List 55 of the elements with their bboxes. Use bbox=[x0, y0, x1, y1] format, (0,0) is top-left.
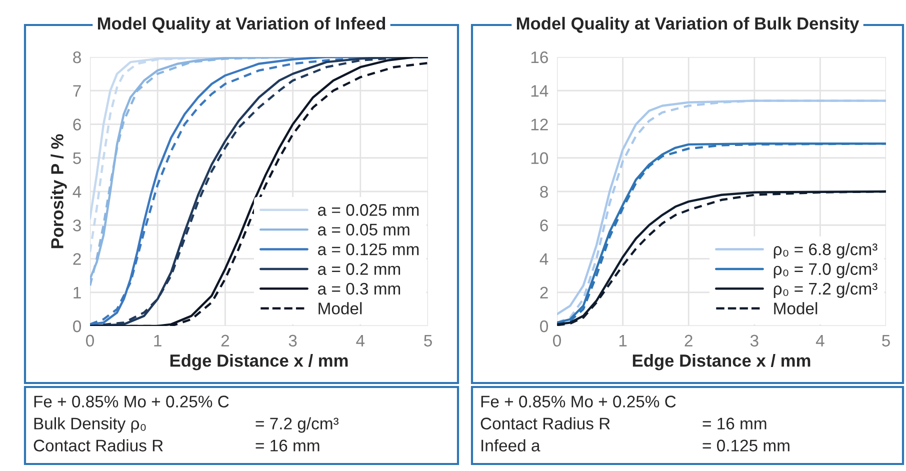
legend-label: a = 0.05 mm bbox=[318, 224, 410, 236]
x-tick-label: 5 bbox=[424, 334, 432, 347]
x-tick-label: 1 bbox=[619, 334, 627, 346]
y-tick-label: 12 bbox=[531, 118, 548, 130]
y-tick-label: 5 bbox=[73, 152, 81, 164]
x-tick-label: 3 bbox=[288, 334, 297, 347]
y-tick-label: 16 bbox=[531, 51, 548, 64]
legend-label: a = 0.2 mm bbox=[318, 263, 400, 275]
x-tick-label: 3 bbox=[750, 334, 758, 347]
y-tick-label: 10 bbox=[531, 152, 548, 164]
text: = 16 mm bbox=[256, 440, 320, 452]
y-tick-label: 3 bbox=[73, 220, 81, 232]
x-tick-label: 5 bbox=[882, 334, 890, 347]
text: Contact Radius R bbox=[34, 439, 163, 452]
x-tick-label: 4 bbox=[356, 334, 365, 346]
y-tick-label: 2 bbox=[73, 253, 81, 265]
text: Fe + 0.85% Mo + 0.25% C bbox=[481, 396, 676, 408]
y-tick-label: 14 bbox=[531, 85, 548, 97]
text: = 7.2 g/cm³ bbox=[256, 417, 339, 433]
x-tick-label: 2 bbox=[221, 334, 229, 346]
y-tick-label: 4 bbox=[540, 253, 548, 265]
y-tick-label: 8 bbox=[73, 51, 81, 64]
legend-label: Model bbox=[774, 302, 818, 314]
x-axis-title: Edge Distance x / mm bbox=[632, 354, 810, 370]
legend-label: a = 0.025 mm bbox=[318, 204, 419, 216]
y-tick-label: 2 bbox=[540, 286, 548, 298]
x-tick-label: 2 bbox=[684, 334, 692, 346]
text: Contact Radius R bbox=[480, 417, 610, 430]
text: = 0.125 mm bbox=[702, 440, 790, 452]
text: Fe + 0.85% Mo + 0.25% C bbox=[34, 396, 229, 408]
y-tick-label: 4 bbox=[72, 186, 82, 198]
legend-label: a = 0.3 mm bbox=[318, 282, 400, 295]
legend-label: ρ₀ = 6.8 g/cm³ bbox=[774, 243, 878, 259]
y-tick-label: 6 bbox=[540, 220, 548, 232]
legend-label: ρ₀ = 7.2 g/cm³ bbox=[774, 282, 878, 298]
legend-label: ρ₀ = 7.0 g/cm³ bbox=[774, 262, 878, 278]
x-tick-label: 0 bbox=[86, 334, 94, 347]
legend-label: Model bbox=[318, 302, 362, 314]
y-tick-label: 0 bbox=[540, 320, 548, 332]
chart-title: Model Quality at Variation of Bulk Density bbox=[516, 16, 860, 34]
y-axis-title: Porosity P / % bbox=[50, 134, 67, 248]
legend-label: a = 0.125 mm bbox=[318, 243, 419, 256]
y-tick-label: 0 bbox=[73, 320, 82, 332]
text: Infeed a bbox=[482, 439, 540, 452]
y-tick-label: 1 bbox=[74, 286, 81, 298]
x-tick-label: 0 bbox=[553, 334, 561, 347]
text: = 16 mm bbox=[702, 418, 766, 430]
x-tick-label: 4 bbox=[816, 334, 824, 346]
text: Bulk Density ρ₀ bbox=[34, 417, 146, 433]
chart-title: Model Quality at Variation of Infeed bbox=[98, 16, 386, 34]
y-tick-label: 7 bbox=[73, 85, 81, 97]
y-tick-label: 8 bbox=[540, 186, 548, 198]
y-tick-label: 6 bbox=[73, 118, 81, 130]
x-axis-title: Edge Distance x / mm bbox=[170, 354, 348, 370]
x-tick-label: 1 bbox=[154, 334, 162, 346]
